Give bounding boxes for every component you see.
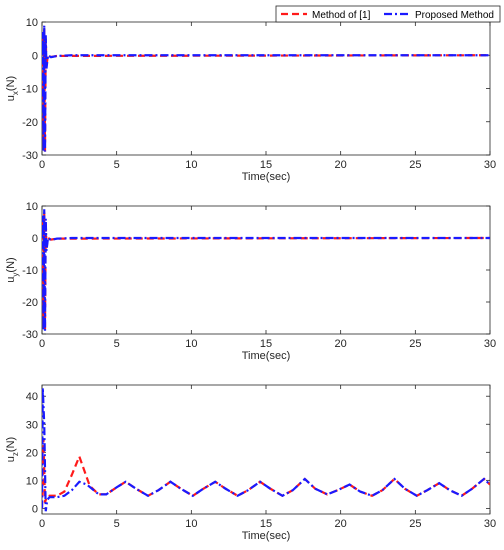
legend-label-method-1: Method of [1]: [312, 10, 371, 21]
series-line-proposed: [42, 25, 490, 152]
x-tick-label: 25: [409, 518, 421, 530]
y-tick-label: 30: [26, 419, 38, 431]
y-axis-label-subscript: z: [11, 452, 20, 456]
series-line-proposed: [42, 387, 490, 512]
x-axis-label: Time(sec): [242, 171, 290, 183]
y-axis-label: uy(N): [5, 257, 20, 282]
y-tick-label: -30: [22, 150, 38, 162]
y-axis-label-unit: (N): [5, 76, 17, 91]
x-tick-label: 15: [260, 518, 272, 530]
x-tick-label: 10: [185, 159, 197, 171]
y-tick-label: -10: [22, 265, 38, 277]
y-axis-label: ux(N): [5, 76, 20, 101]
y-tick-label: -20: [22, 117, 38, 129]
x-tick-label: 25: [409, 159, 421, 171]
y-tick-label: 10: [26, 17, 38, 29]
x-tick-label: 5: [114, 518, 120, 530]
y-tick-label: 20: [26, 447, 38, 459]
x-tick-label: 15: [260, 338, 272, 350]
x-tick-label: 20: [335, 338, 347, 350]
y-axis-label-main: u: [5, 95, 17, 101]
plot-area: [41, 384, 491, 515]
x-tick-label: 5: [114, 338, 120, 350]
y-tick-label: 0: [32, 503, 38, 515]
x-tick-label: 0: [39, 518, 45, 530]
x-tick-label: 30: [484, 338, 496, 350]
y-axis-label-main: u: [5, 456, 17, 462]
y-tick-label: 10: [26, 201, 38, 213]
x-tick-label: 0: [39, 338, 45, 350]
y-tick-label: 10: [26, 475, 38, 487]
y-tick-label: -30: [22, 329, 38, 341]
x-tick-label: 20: [335, 518, 347, 530]
y-axis-label-unit: (N): [5, 257, 17, 272]
x-tick-label: 5: [114, 159, 120, 171]
x-tick-label: 25: [409, 338, 421, 350]
x-tick-label: 30: [484, 518, 496, 530]
legend: Method of [1] Proposed Method: [275, 5, 501, 23]
x-tick-label: 10: [185, 518, 197, 530]
y-axis-label-unit: (N): [5, 437, 17, 452]
y-axis-label: uz(N): [5, 437, 20, 462]
x-tick-label: 30: [484, 159, 496, 171]
plot-area: [41, 21, 491, 156]
x-axis-label: Time(sec): [242, 350, 290, 362]
x-tick-label: 0: [39, 159, 45, 171]
y-axis-label-subscript: x: [11, 91, 20, 95]
y-axis-label-subscript: y: [11, 273, 20, 277]
x-tick-label: 20: [335, 159, 347, 171]
series-line-proposed: [42, 209, 490, 331]
x-axis-label: Time(sec): [242, 530, 290, 542]
y-tick-label: 40: [26, 391, 38, 403]
x-tick-label: 10: [185, 338, 197, 350]
subplot-2: 0 5 10 15 20 25 30 10 0 -10 -20 -30 Time(sec) uy(N): [5, 201, 496, 362]
y-axis-label-main: u: [5, 277, 17, 283]
y-tick-label: 0: [32, 233, 38, 245]
subplot-1: 0 5 10 15 20 25 30 10 0 -10 -20 -30 Time(sec) ux(N): [5, 17, 496, 183]
plot-area: [41, 205, 491, 335]
y-tick-label: 0: [32, 50, 38, 62]
subplot-3: 0 5 10 15 20 25 30 40 30 20 10 0 Time(sec) uz(N): [5, 384, 496, 542]
x-tick-label: 15: [260, 159, 272, 171]
legend-label-proposed: Proposed Method: [415, 10, 494, 21]
y-tick-label: -10: [22, 84, 38, 96]
y-tick-label: -20: [22, 297, 38, 309]
